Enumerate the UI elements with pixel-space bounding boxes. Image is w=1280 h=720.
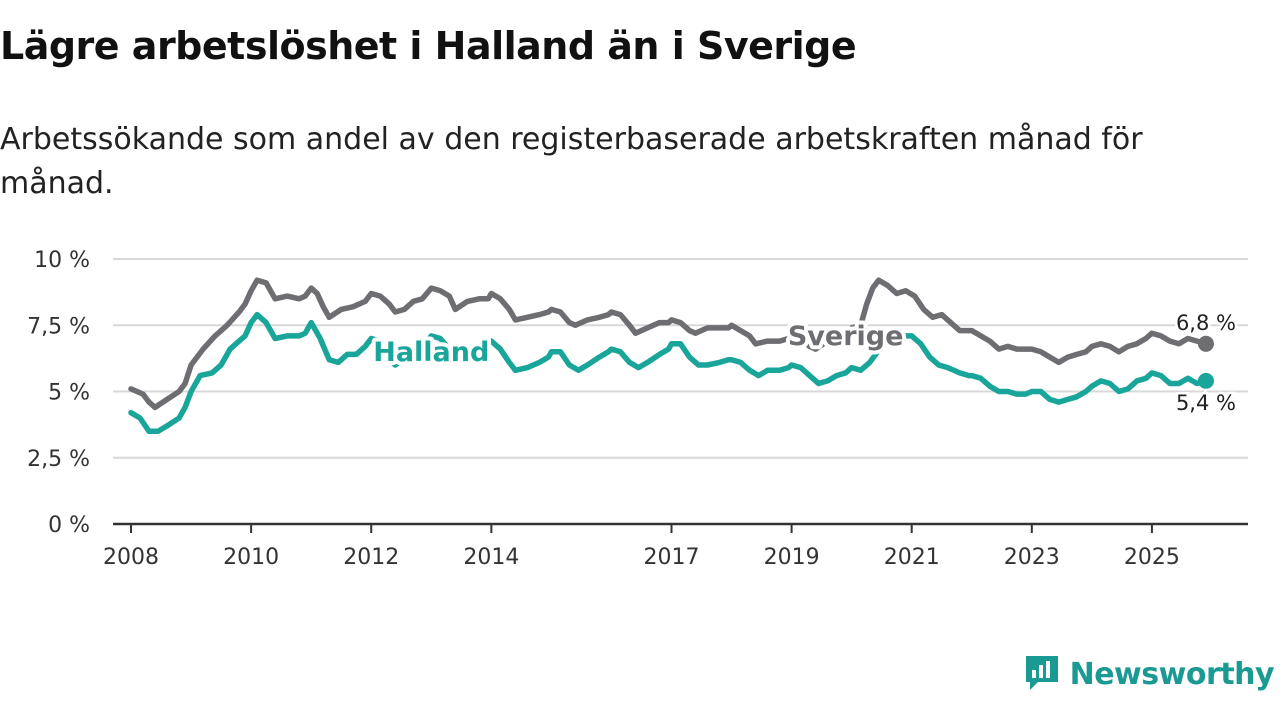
- x-tick-label: 2012: [343, 545, 399, 570]
- newsworthy-brand: Newsworthy: [1024, 654, 1275, 694]
- x-tick-label: 2019: [764, 545, 820, 570]
- series-label-sverige: Sverige: [788, 321, 904, 352]
- end-point-halland: [1197, 372, 1214, 389]
- x-axis-ticks: 2008 2010 2012 2014 2017 2019 2021 2023 2025: [103, 522, 1248, 570]
- x-tick-label: 2017: [643, 545, 699, 570]
- y-tick-label: 5 %: [48, 381, 90, 406]
- newsworthy-logo-icon: [1025, 656, 1058, 690]
- line-chart: 0 % 2,5 % 5 % 7,5 % 10 % 2008 2010 2012 2014 201…: [27, 248, 1248, 570]
- end-label-sverige: 6,8 %: [1176, 311, 1236, 335]
- y-axis-ticks: 0 % 2,5 % 5 % 7,5 % 10 %: [27, 248, 90, 538]
- series-line-sverige: [128, 277, 1209, 411]
- series-label-halland: Halland: [373, 337, 489, 368]
- end-point-sverige: [1197, 335, 1214, 352]
- brand-name: Newsworthy: [1069, 656, 1275, 692]
- y-tick-label: 2,5 %: [27, 447, 90, 472]
- x-tick-label: 2023: [1004, 545, 1060, 570]
- chart-title: Lägre arbetslöshet i Halland än i Sverig…: [0, 24, 857, 68]
- series-lines: [128, 277, 1214, 435]
- x-tick-label: 2021: [884, 545, 940, 570]
- x-tick-label: 2008: [103, 545, 159, 570]
- y-tick-label: 10 %: [34, 248, 90, 273]
- series-labels: Sverige 6,8 % Halland 5,4 %: [369, 308, 1238, 417]
- x-tick-label: 2014: [463, 545, 519, 570]
- series-line-halland: [128, 311, 1209, 435]
- y-tick-label: 7,5 %: [27, 314, 90, 339]
- grid-lines: [113, 258, 1248, 459]
- x-tick-label: 2010: [223, 545, 279, 570]
- end-label-halland: 5,4 %: [1176, 391, 1236, 415]
- x-tick-label: 2025: [1124, 545, 1180, 570]
- chart-subtitle: Arbetssökande som andel av den registerb…: [0, 122, 1143, 201]
- y-tick-label: 0 %: [48, 513, 90, 538]
